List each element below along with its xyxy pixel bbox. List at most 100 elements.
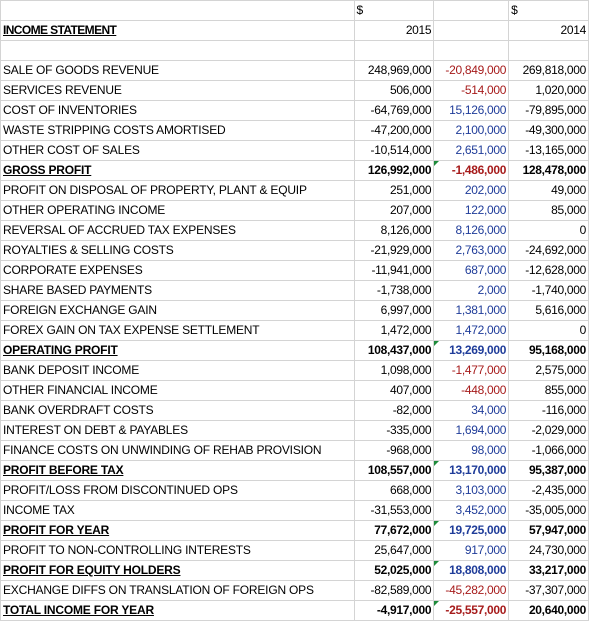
value-2015[interactable]: -11,941,000	[353, 260, 435, 281]
value-change[interactable]: 98,000	[433, 440, 510, 461]
row-label[interactable]: OTHER OPERATING INCOME	[0, 200, 355, 221]
value-2015[interactable]: -1,738,000	[353, 280, 435, 301]
value-2014[interactable]: 1,020,000	[508, 80, 589, 101]
cell-empty[interactable]	[0, 40, 355, 61]
row-label[interactable]: GROSS PROFIT	[0, 160, 355, 181]
value-2014[interactable]: -2,029,000	[508, 420, 589, 441]
value-change[interactable]: 122,000	[433, 200, 510, 221]
row-label[interactable]: PROFIT ON DISPOSAL OF PROPERTY, PLANT & …	[0, 180, 355, 201]
value-change[interactable]: -45,282,000	[433, 580, 510, 601]
value-2015[interactable]: 251,000	[353, 180, 435, 201]
year-2014[interactable]: 2014	[508, 20, 589, 41]
row-label[interactable]: OPERATING PROFIT	[0, 340, 355, 361]
row-label[interactable]: COST OF INVENTORIES	[0, 100, 355, 121]
value-2014[interactable]: 0	[508, 320, 589, 341]
value-change[interactable]: -1,477,000	[433, 360, 510, 381]
value-change[interactable]: 2,000	[433, 280, 510, 301]
value-change[interactable]: 18,808,000	[433, 560, 510, 581]
row-label[interactable]: BANK OVERDRAFT COSTS	[0, 400, 355, 421]
value-change[interactable]: 2,100,000	[433, 120, 510, 141]
value-2014[interactable]: 20,640,000	[508, 600, 589, 621]
row-label[interactable]: OTHER FINANCIAL INCOME	[0, 380, 355, 401]
value-2015[interactable]: -31,553,000	[353, 500, 435, 521]
value-2014[interactable]: -79,895,000	[508, 100, 589, 121]
value-2015[interactable]: -82,589,000	[353, 580, 435, 601]
row-label[interactable]: PROFIT TO NON-CONTROLLING INTERESTS	[0, 540, 355, 561]
value-2014[interactable]: -12,628,000	[508, 260, 589, 281]
value-2014[interactable]: 95,387,000	[508, 460, 589, 481]
row-label[interactable]: TOTAL INCOME FOR YEAR	[0, 600, 355, 621]
row-label[interactable]: WASTE STRIPPING COSTS AMORTISED	[0, 120, 355, 141]
value-2014[interactable]: -35,005,000	[508, 500, 589, 521]
value-2015[interactable]: -4,917,000	[353, 600, 435, 621]
value-2015[interactable]: -21,929,000	[353, 240, 435, 261]
row-label[interactable]: PROFIT BEFORE TAX	[0, 460, 355, 481]
value-2015[interactable]: 126,992,000	[353, 160, 435, 181]
row-label[interactable]: SHARE BASED PAYMENTS	[0, 280, 355, 301]
value-change[interactable]: -448,000	[433, 380, 510, 401]
value-2015[interactable]: 108,557,000	[353, 460, 435, 481]
value-change[interactable]: 3,452,000	[433, 500, 510, 521]
value-2014[interactable]: 33,217,000	[508, 560, 589, 581]
value-change[interactable]: 34,000	[433, 400, 510, 421]
cell-empty[interactable]	[433, 0, 510, 21]
value-change[interactable]: 3,103,000	[433, 480, 510, 501]
value-change[interactable]: 2,763,000	[433, 240, 510, 261]
row-label[interactable]: EXCHANGE DIFFS ON TRANSLATION OF FOREIGN…	[0, 580, 355, 601]
currency-2015[interactable]: $	[353, 0, 435, 21]
value-2014[interactable]: 57,947,000	[508, 520, 589, 541]
row-label[interactable]: FINANCE COSTS ON UNWINDING OF REHAB PROV…	[0, 440, 355, 461]
value-2015[interactable]: 8,126,000	[353, 220, 435, 241]
value-change[interactable]: 1,472,000	[433, 320, 510, 341]
value-2015[interactable]: 207,000	[353, 200, 435, 221]
value-2014[interactable]: 95,168,000	[508, 340, 589, 361]
row-label[interactable]: SERVICES REVENUE	[0, 80, 355, 101]
value-change[interactable]: 1,381,000	[433, 300, 510, 321]
value-change[interactable]: 687,000	[433, 260, 510, 281]
cell-empty[interactable]	[433, 20, 510, 41]
value-change[interactable]: -514,000	[433, 80, 510, 101]
row-label[interactable]: PROFIT FOR EQUITY HOLDERS	[0, 560, 355, 581]
value-2014[interactable]: 24,730,000	[508, 540, 589, 561]
value-change[interactable]: 13,170,000	[433, 460, 510, 481]
value-2015[interactable]: -10,514,000	[353, 140, 435, 161]
value-2015[interactable]: 668,000	[353, 480, 435, 501]
value-2014[interactable]: 5,616,000	[508, 300, 589, 321]
value-2014[interactable]: -13,165,000	[508, 140, 589, 161]
value-2015[interactable]: 52,025,000	[353, 560, 435, 581]
value-2015[interactable]: 506,000	[353, 80, 435, 101]
value-2014[interactable]: 269,818,000	[508, 60, 589, 81]
value-2014[interactable]: 855,000	[508, 380, 589, 401]
row-label[interactable]: CORPORATE EXPENSES	[0, 260, 355, 281]
value-2015[interactable]: 108,437,000	[353, 340, 435, 361]
cell-empty[interactable]	[353, 40, 435, 61]
value-change[interactable]: -1,486,000	[433, 160, 510, 181]
currency-2014[interactable]: $	[508, 0, 589, 21]
row-label[interactable]: ROYALTIES & SELLING COSTS	[0, 240, 355, 261]
row-label[interactable]: OTHER COST OF SALES	[0, 140, 355, 161]
value-2015[interactable]: 25,647,000	[353, 540, 435, 561]
value-2014[interactable]: -37,307,000	[508, 580, 589, 601]
value-2015[interactable]: -82,000	[353, 400, 435, 421]
value-2015[interactable]: 1,472,000	[353, 320, 435, 341]
row-label[interactable]: PROFIT/LOSS FROM DISCONTINUED OPS	[0, 480, 355, 501]
row-label[interactable]: FOREX GAIN ON TAX EXPENSE SETTLEMENT	[0, 320, 355, 341]
value-change[interactable]: 917,000	[433, 540, 510, 561]
value-2014[interactable]: -1,740,000	[508, 280, 589, 301]
value-change[interactable]: -20,849,000	[433, 60, 510, 81]
value-2015[interactable]: 77,672,000	[353, 520, 435, 541]
cell-empty[interactable]	[508, 40, 589, 61]
value-2015[interactable]: 6,997,000	[353, 300, 435, 321]
row-label[interactable]: PROFIT FOR YEAR	[0, 520, 355, 541]
row-label[interactable]: REVERSAL OF ACCRUED TAX EXPENSES	[0, 220, 355, 241]
value-2015[interactable]: -64,769,000	[353, 100, 435, 121]
row-label[interactable]: FOREIGN EXCHANGE GAIN	[0, 300, 355, 321]
value-2014[interactable]: -1,066,000	[508, 440, 589, 461]
value-change[interactable]: 1,694,000	[433, 420, 510, 441]
value-2014[interactable]: 128,478,000	[508, 160, 589, 181]
cell-empty[interactable]	[0, 0, 355, 21]
value-2014[interactable]: 2,575,000	[508, 360, 589, 381]
value-2015[interactable]: 1,098,000	[353, 360, 435, 381]
value-2015[interactable]: -968,000	[353, 440, 435, 461]
value-2014[interactable]: -2,435,000	[508, 480, 589, 501]
